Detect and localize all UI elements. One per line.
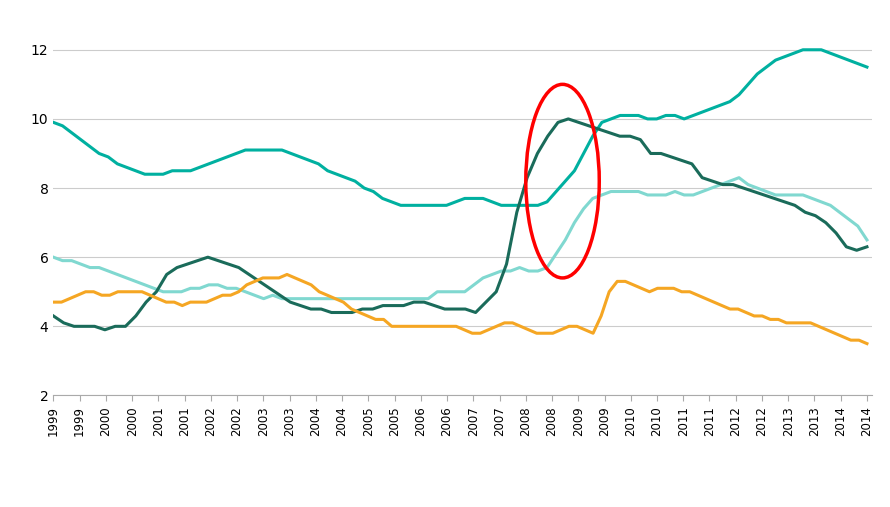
Japan	[281, 271, 292, 277]
Line: Eurozone: Eurozone	[53, 50, 867, 205]
Eurozone	[733, 92, 744, 98]
US	[625, 133, 635, 139]
Eurozone	[295, 154, 305, 160]
US	[48, 313, 59, 319]
Japan	[426, 323, 437, 330]
Eurozone	[624, 113, 635, 119]
US	[594, 126, 604, 132]
Eurozone	[395, 202, 406, 208]
Eurozone	[797, 47, 808, 53]
Japan	[201, 299, 212, 305]
US	[542, 133, 553, 139]
Eurozone	[48, 119, 59, 125]
Eurozone	[158, 171, 168, 177]
Line: UK: UK	[53, 177, 867, 299]
US	[789, 202, 800, 208]
US	[563, 116, 574, 122]
Japan	[48, 299, 59, 305]
UK	[761, 189, 772, 195]
Eurozone	[862, 64, 872, 70]
UK	[304, 296, 315, 302]
Japan	[756, 313, 767, 319]
Japan	[862, 341, 872, 347]
UK	[844, 216, 854, 222]
US	[419, 299, 430, 305]
Japan	[225, 292, 236, 298]
US	[553, 119, 563, 125]
UK	[862, 237, 872, 243]
UK	[158, 288, 168, 295]
UK	[624, 189, 635, 195]
UK	[258, 296, 269, 302]
UK	[743, 182, 754, 188]
Line: US: US	[53, 119, 867, 330]
Eurozone	[844, 57, 854, 63]
Japan	[692, 292, 703, 298]
US	[862, 244, 872, 250]
Eurozone	[752, 71, 763, 77]
US	[100, 327, 110, 333]
Japan	[628, 282, 639, 288]
Line: Japan: Japan	[53, 274, 867, 344]
UK	[48, 254, 59, 260]
UK	[733, 174, 744, 180]
